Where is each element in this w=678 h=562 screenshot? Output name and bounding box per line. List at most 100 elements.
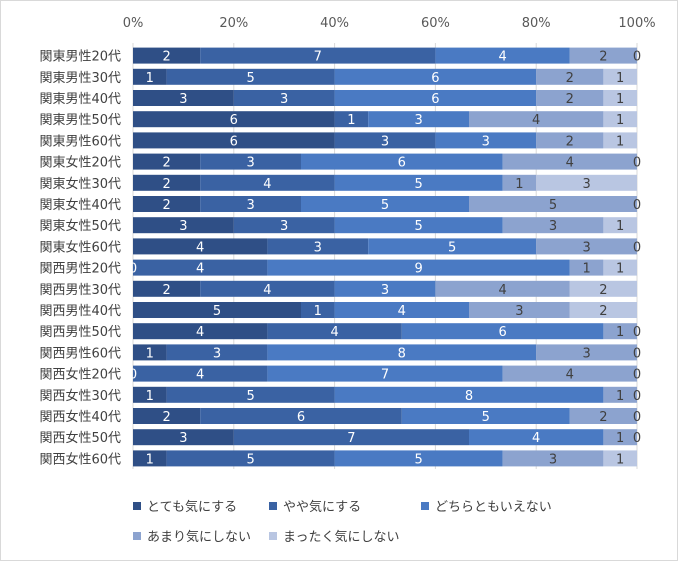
legend-label: とても気にする (147, 499, 237, 515)
data-label: 2 (566, 71, 574, 86)
bar-segment (603, 429, 637, 446)
bar-segment (133, 111, 335, 128)
bar-segment (267, 344, 537, 361)
category-label: 関西女性20代 (39, 367, 121, 383)
category-label: 関西男性60代 (39, 346, 121, 361)
bar-segment (267, 365, 503, 382)
data-label: 1 (582, 262, 590, 277)
data-label: 1 (347, 113, 355, 128)
data-label: 4 (196, 368, 204, 383)
data-label: 5 (213, 304, 221, 319)
bar-segment (536, 174, 637, 191)
data-label: 6 (431, 92, 439, 107)
bar-segment (502, 217, 604, 234)
data-label: 2 (162, 410, 170, 425)
bar-segment (435, 132, 537, 149)
data-label: 3 (414, 113, 422, 128)
data-label: 2 (162, 177, 170, 192)
x-axis-ticks: 0% 20% 40% 60% 80% 100% (123, 16, 656, 31)
category-labels: 関東男性20代関東男性30代関東男性40代関東男性50代関東男性60代関東女性2… (39, 49, 121, 468)
data-label: 0 (633, 50, 641, 65)
data-label: 1 (616, 92, 624, 107)
data-label: 1 (616, 262, 624, 277)
bar-segment (133, 238, 268, 255)
bar-segment (334, 174, 503, 191)
data-label: 0 (633, 346, 641, 361)
bar-segment (200, 408, 402, 424)
bar-segment (200, 47, 436, 64)
legend-swatch (269, 502, 277, 510)
bar-segment (334, 90, 537, 106)
bar-segment (536, 90, 604, 106)
bar-segment (334, 68, 537, 85)
bar-segment (536, 344, 637, 361)
bar-segment (133, 302, 301, 318)
data-label: 5 (414, 219, 422, 234)
bar-segment (502, 450, 604, 467)
bar-segment (301, 153, 503, 170)
x-tick-label: 100% (618, 16, 655, 31)
data-label: 3 (246, 198, 254, 213)
bar-segment (334, 217, 503, 234)
legend-label: まったく気にしない (283, 529, 399, 545)
bar-segment (603, 132, 637, 149)
bar-segment (233, 90, 335, 106)
bar-segment (603, 386, 637, 403)
data-label: 4 (532, 113, 540, 128)
legend-swatch (133, 532, 141, 540)
data-label: 2 (599, 304, 607, 319)
bar-segment (502, 174, 537, 191)
data-label: 4 (566, 368, 574, 383)
bar-segment (401, 408, 570, 424)
bar-segment (166, 68, 335, 85)
bar-segment (334, 302, 469, 318)
data-label: 2 (162, 283, 170, 298)
category-label: 関西男性50代 (39, 325, 121, 340)
data-label: 3 (213, 346, 221, 361)
bar-segment (133, 90, 234, 106)
bar-segment (133, 259, 268, 276)
bar-segment (133, 217, 234, 234)
category-label: 関西男性20代 (39, 262, 121, 277)
bar-segment (133, 344, 167, 361)
bar-segment (166, 386, 335, 403)
category-label: 関東女性30代 (39, 176, 121, 192)
bar-segment (301, 302, 335, 318)
category-label: 関西女性30代 (39, 388, 121, 404)
data-label: 3 (549, 452, 557, 467)
bar-segment (435, 280, 570, 297)
data-label: 4 (196, 240, 204, 255)
grid-lines (132, 43, 638, 469)
bar-segment (569, 280, 637, 297)
bar-segment (301, 196, 469, 212)
legend-swatch (421, 502, 429, 510)
category-label: 関西女性60代 (39, 451, 121, 467)
data-label: 3 (179, 219, 187, 234)
category-label: 関東男性20代 (39, 49, 121, 65)
data-label: 2 (599, 283, 607, 298)
data-label: 3 (582, 346, 590, 361)
data-label: 7 (347, 431, 355, 446)
category-label: 関東女性60代 (39, 239, 121, 255)
bar-segment (233, 217, 335, 234)
data-label: 4 (566, 156, 574, 171)
data-label: 0 (633, 389, 641, 404)
data-label: 4 (330, 325, 338, 340)
data-label: 2 (566, 92, 574, 107)
data-label: 6 (230, 134, 238, 149)
data-label: 3 (179, 92, 187, 107)
bar-segment (267, 238, 369, 255)
data-label: 1 (616, 431, 624, 446)
bar-segment (334, 111, 369, 128)
bar-segment (334, 132, 436, 149)
data-label: 1 (616, 452, 624, 467)
data-label: 1 (616, 113, 624, 128)
category-label: 関西男性40代 (39, 304, 121, 319)
data-label: 0 (633, 156, 641, 171)
data-label: 2 (162, 50, 170, 65)
data-labels: 2 7 4 2 01 5 6 2 13 3 6 2 16 1 3 4 16 3 3 2 12 3 6 4 02 4 5 1 32 3 5 5 0… (129, 50, 641, 468)
data-label: 5 (414, 177, 422, 192)
